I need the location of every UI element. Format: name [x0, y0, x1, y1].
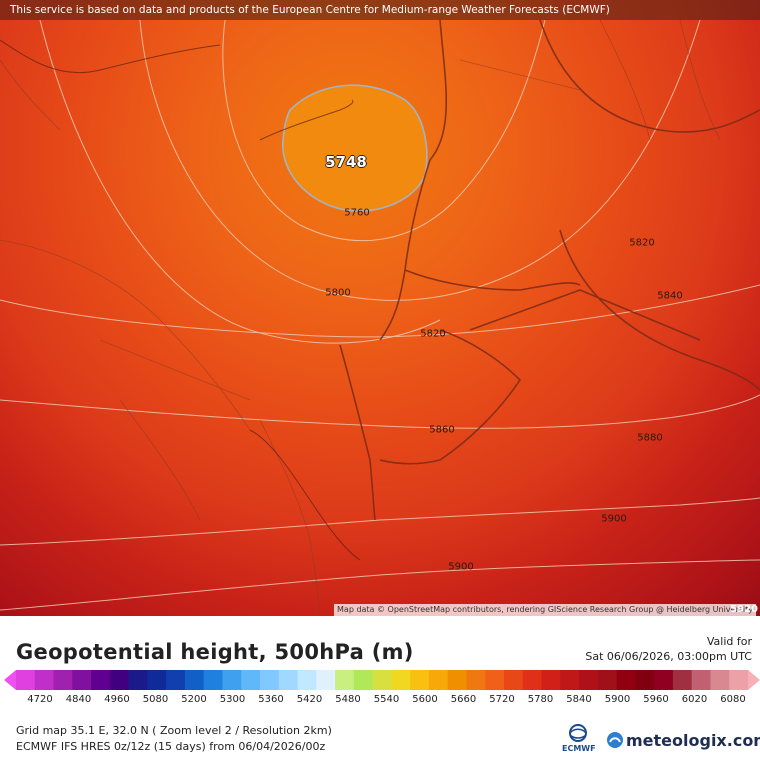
scale-label: 4840	[65, 694, 92, 705]
scale-cell	[522, 670, 543, 690]
scale-label: 5540	[373, 694, 400, 705]
scale-cell	[616, 670, 636, 690]
scale-cell	[91, 670, 111, 690]
scale-cell	[241, 670, 261, 690]
scale-cell	[147, 670, 167, 690]
ecmwf-logo-icon[interactable]	[560, 722, 596, 756]
color-scale-labels: 4720 4840 4960 5080 5200 5300 5360 5420 5480 5540…	[0, 694, 760, 708]
scale-label: 5420	[296, 694, 323, 705]
contour-label-5900-east: 5900	[601, 513, 627, 525]
scale-cell	[410, 670, 430, 690]
scale-cell	[654, 670, 674, 690]
scale-label: 4960	[104, 694, 130, 705]
scale-cell	[729, 670, 749, 690]
scale-cell	[72, 670, 92, 690]
scale-cell	[184, 670, 205, 690]
scale-cell	[16, 670, 36, 690]
scale-cell	[447, 670, 467, 690]
contour-label-5880: 5880	[637, 432, 663, 444]
contour-label-5860: 5860	[429, 424, 455, 436]
meteologix-brand[interactable]: meteologix.com	[606, 730, 760, 750]
ecmwf-logo-text: ECMWF	[562, 744, 596, 753]
scale-cell	[353, 670, 374, 690]
scale-cell	[372, 670, 392, 690]
scale-label: 6080	[720, 694, 746, 705]
scale-cell	[691, 670, 711, 690]
grid-info: Grid map 35.1 E, 32.0 N ( Zoom level 2 /…	[16, 724, 332, 737]
scale-cell	[203, 670, 223, 690]
scale-cell	[672, 670, 693, 690]
map-attribution[interactable]: Map data © OpenStreetMap contributors, r…	[334, 604, 756, 616]
contour-label-5820-center: 5820	[420, 328, 446, 340]
contour-label-5820-east: 5820	[629, 237, 655, 249]
scale-cell	[260, 670, 280, 690]
legend-title: Geopotential height, 500hPa (m)	[16, 640, 414, 664]
scale-cell	[166, 670, 186, 690]
contour-label-5900-south: 5900	[448, 561, 474, 573]
scale-label: 5900	[604, 694, 631, 705]
scale-label: 5960	[643, 694, 669, 705]
scale-cell	[109, 670, 130, 690]
contour-lines	[0, 19, 760, 611]
country-borders	[339, 19, 760, 521]
scale-label: 5080	[142, 694, 169, 705]
scale-cell	[128, 670, 148, 690]
valid-for-label: Valid for	[706, 635, 752, 648]
scale-cell	[597, 670, 618, 690]
scale-cell	[560, 670, 580, 690]
low-center-label: 5748	[325, 153, 367, 171]
scale-cell	[222, 670, 242, 690]
contour-label-5840: 5840	[657, 290, 683, 302]
coastlines	[0, 39, 361, 561]
scale-label: 5600	[412, 694, 438, 705]
scale-label: 5840	[566, 694, 592, 705]
region-borders	[0, 19, 721, 616]
scale-cell	[53, 670, 73, 690]
scale-cell	[428, 670, 449, 690]
scale-arrow-right	[748, 670, 760, 690]
scale-cell	[34, 670, 55, 690]
scale-cell	[485, 670, 505, 690]
scale-cell	[710, 670, 730, 690]
contour-label-5760: 5760	[344, 207, 370, 219]
scale-label: 5300	[219, 694, 246, 705]
scale-label: 5720	[489, 694, 515, 705]
scale-label: 6020	[681, 694, 708, 705]
contour-label-edge: 5920	[730, 604, 758, 615]
scale-label: 4720	[27, 694, 53, 705]
scale-cell	[541, 670, 561, 690]
scale-label: 5200	[181, 694, 207, 705]
scale-cell	[635, 670, 655, 690]
scale-cell	[504, 670, 524, 690]
valid-time: Sat 06/06/2026, 03:00pm UTC	[585, 650, 752, 663]
scale-label: 5660	[450, 694, 477, 705]
meteologix-logo-icon	[607, 732, 623, 748]
scale-label: 5780	[527, 694, 554, 705]
meteologix-brand-text: meteologix.com	[626, 730, 760, 750]
scale-cell	[391, 670, 411, 690]
scale-cell	[297, 670, 317, 690]
scale-cell	[466, 670, 486, 690]
scale-cell	[316, 670, 336, 690]
scale-arrow-left	[4, 670, 16, 690]
geopotential-map[interactable]	[0, 0, 760, 616]
scale-cell	[579, 670, 599, 690]
scale-cell	[335, 670, 355, 690]
model-info: ECMWF IFS HRES 0z/12z (15 days) from 06/…	[16, 740, 326, 753]
contour-label-5800: 5800	[325, 287, 351, 299]
scale-label: 5360	[258, 694, 284, 705]
scale-cell	[278, 670, 299, 690]
scale-label: 5480	[335, 694, 361, 705]
ecmwf-notice-banner: This service is based on data and produc…	[0, 0, 760, 20]
color-scale-bar	[4, 670, 760, 690]
